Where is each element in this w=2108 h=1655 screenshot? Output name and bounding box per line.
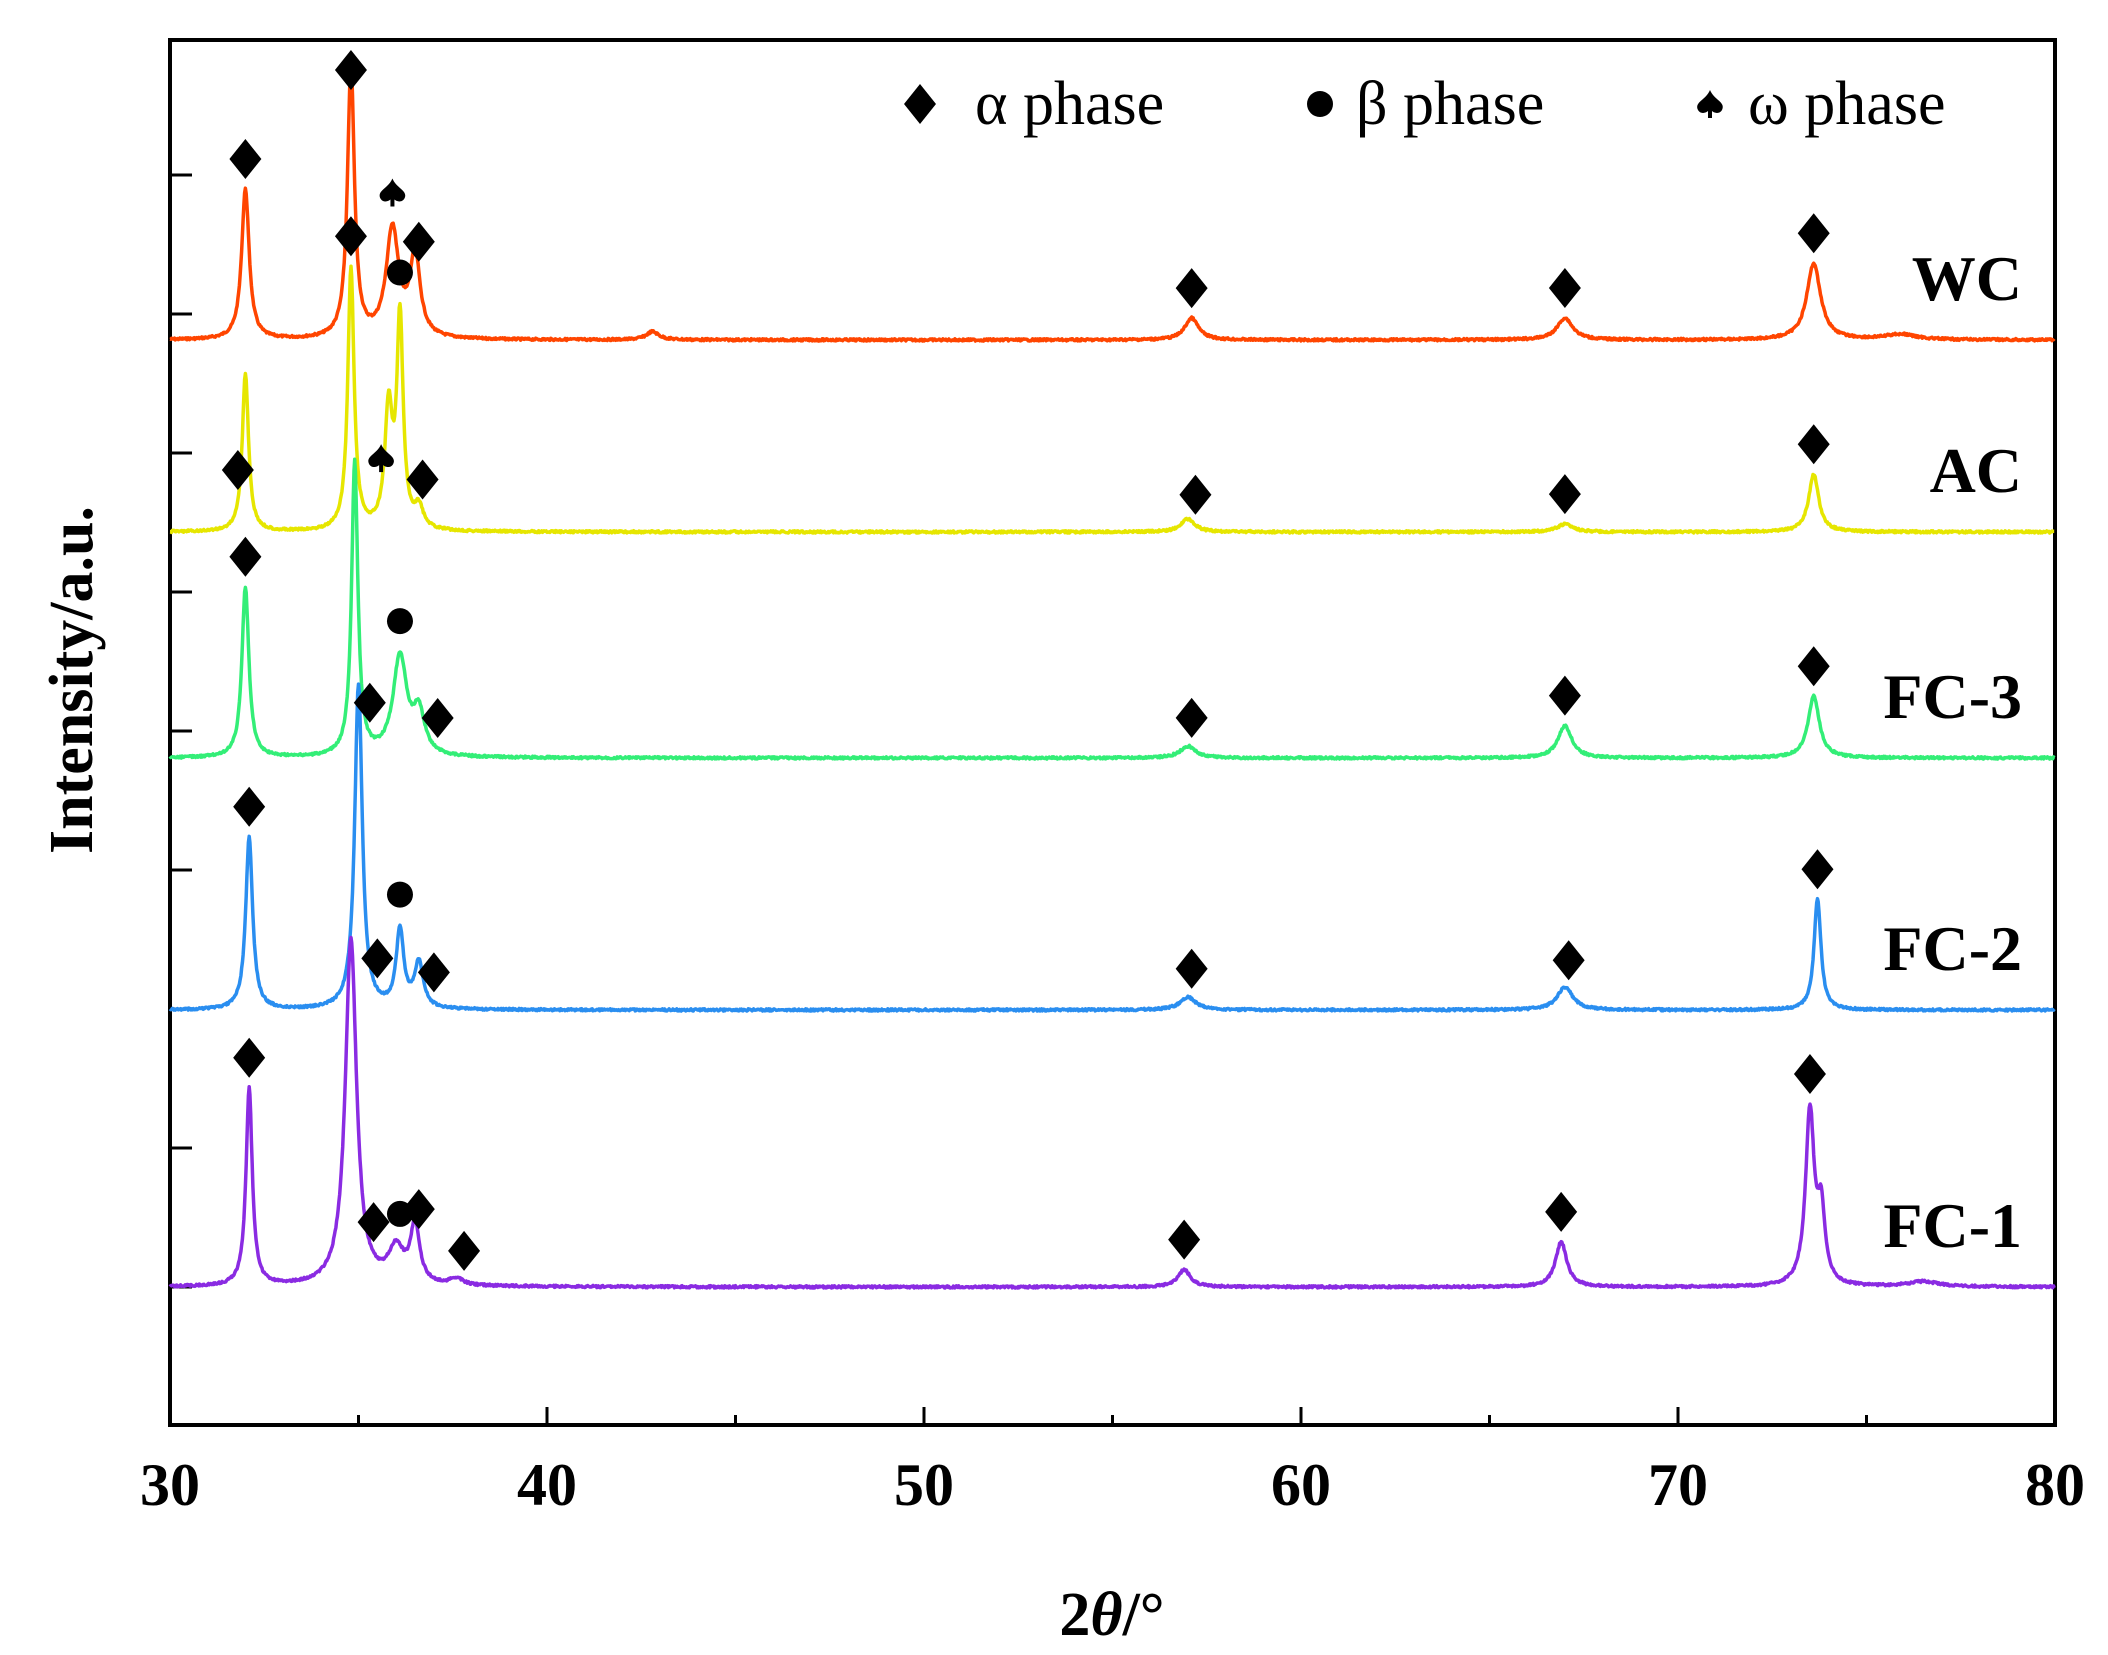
marker-diamond bbox=[1793, 1054, 1826, 1095]
marker-spade bbox=[368, 444, 394, 473]
marker-diamond bbox=[1179, 474, 1212, 515]
marker-circle bbox=[386, 881, 413, 908]
legend-symbol-diamond bbox=[904, 84, 936, 124]
legend-label-diamond: α phase bbox=[975, 70, 1164, 138]
marker-diamond bbox=[229, 536, 262, 577]
trace-wc bbox=[169, 59, 2056, 343]
marker-diamond bbox=[357, 1202, 390, 1243]
marker-diamond bbox=[233, 786, 266, 827]
marker-diamond bbox=[1797, 213, 1830, 254]
marker-diamond bbox=[417, 952, 450, 993]
x-tick-label: 50 bbox=[894, 1452, 954, 1518]
legend-symbol-circle bbox=[1307, 91, 1333, 117]
marker-circle bbox=[386, 259, 413, 286]
marker-diamond bbox=[1797, 424, 1830, 465]
x-tick-label: 70 bbox=[1648, 1452, 1708, 1518]
legend-symbol-spade bbox=[1697, 90, 1723, 118]
trace-fc-1 bbox=[168, 935, 2056, 1290]
legend-label-circle: β phase bbox=[1356, 70, 1544, 138]
marker-diamond bbox=[1175, 697, 1208, 738]
x-axis-title: 2θ/° bbox=[1059, 1581, 1164, 1649]
legend-label-spade: ω phase bbox=[1748, 70, 1945, 138]
marker-diamond bbox=[361, 938, 394, 979]
x-tick-label: 40 bbox=[517, 1452, 577, 1518]
marker-diamond bbox=[402, 1189, 435, 1230]
marker-diamond bbox=[1548, 474, 1581, 515]
marker-diamond bbox=[353, 682, 386, 723]
marker-spade bbox=[379, 178, 406, 207]
legend: α phase β phase ω phase bbox=[904, 70, 1945, 138]
trace-fc-3 bbox=[168, 457, 2056, 761]
x-tick-label: 30 bbox=[140, 1452, 200, 1518]
sample-label-fc-2: FC-2 bbox=[1883, 913, 2022, 984]
plot-frame bbox=[168, 38, 2057, 1427]
x-axis: 30 40 50 60 70 80 bbox=[140, 1407, 2085, 1518]
marker-diamond bbox=[334, 216, 367, 257]
marker-diamond bbox=[334, 50, 367, 90]
marker-diamond bbox=[1168, 1219, 1201, 1260]
marker-diamond bbox=[229, 139, 262, 180]
sample-label-fc-1: FC-1 bbox=[1883, 1190, 2022, 1261]
marker-diamond bbox=[1548, 268, 1581, 309]
plot-area-border bbox=[168, 38, 2057, 1427]
marker-diamond bbox=[233, 1037, 266, 1078]
y-axis-title: Intensity/a.u. bbox=[38, 506, 106, 854]
marker-diamond bbox=[402, 221, 435, 262]
y-axis-ticks bbox=[170, 173, 192, 1289]
sample-label-fc-3: FC-3 bbox=[1883, 661, 2022, 732]
marker-diamond bbox=[1797, 646, 1830, 687]
sample-label-ac: AC bbox=[1930, 435, 2022, 506]
marker-diamond bbox=[1175, 268, 1208, 309]
marker-diamond bbox=[1175, 948, 1208, 989]
trace-ac bbox=[169, 264, 2056, 535]
marker-diamond bbox=[1545, 1191, 1578, 1232]
x-tick-label: 60 bbox=[1271, 1452, 1331, 1518]
marker-diamond bbox=[1801, 849, 1834, 890]
phase-markers bbox=[221, 50, 1834, 1271]
x-tick-label: 80 bbox=[2025, 1452, 2085, 1518]
marker-diamond bbox=[448, 1230, 481, 1271]
marker-diamond bbox=[406, 459, 439, 500]
traces bbox=[168, 59, 2056, 1290]
trace-fc-2 bbox=[168, 682, 2056, 1013]
marker-diamond bbox=[1548, 675, 1581, 716]
marker-circle bbox=[386, 608, 413, 635]
sample-label-wc: WC bbox=[1912, 243, 2022, 314]
marker-diamond bbox=[421, 697, 454, 738]
sample-labels: WC AC FC-3 FC-2 FC-1 bbox=[1883, 243, 2022, 1261]
marker-diamond bbox=[221, 449, 254, 490]
marker-diamond bbox=[1552, 940, 1585, 981]
